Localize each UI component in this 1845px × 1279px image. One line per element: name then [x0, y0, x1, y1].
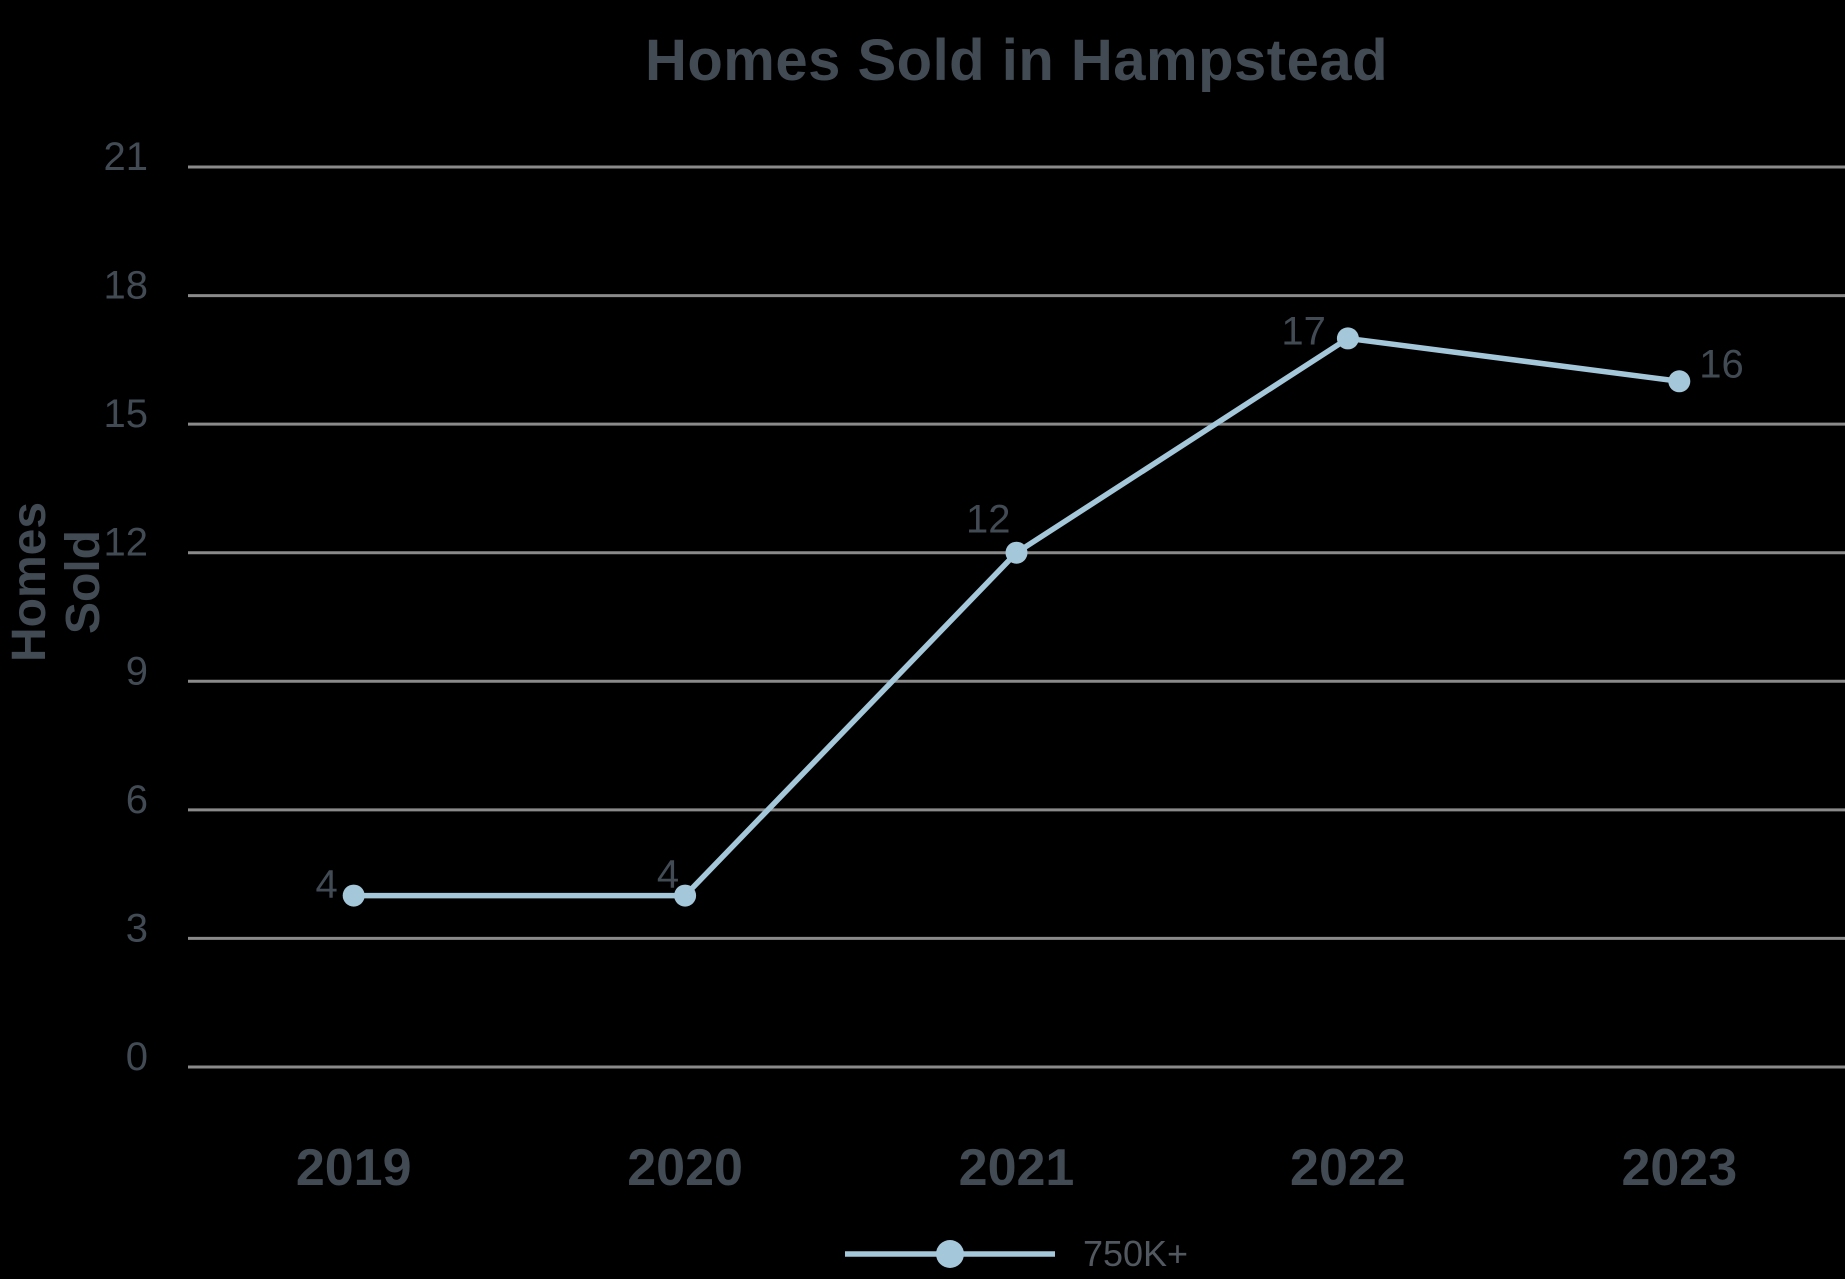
y-tick-label: 3: [126, 906, 148, 950]
data-point-label: 12: [966, 498, 1011, 542]
y-tick-label: 9: [126, 649, 148, 693]
chart-title: Homes Sold in Hampstead: [644, 28, 1389, 93]
y-tick-label: 21: [104, 135, 149, 179]
legend-line-marker-swatch: [844, 1240, 1055, 1268]
legend-label: 750K+: [1082, 1233, 1189, 1274]
data-point-marker: [1336, 327, 1359, 350]
y-tick-label: 6: [126, 778, 148, 822]
x-tick-label: 2023: [1621, 1139, 1737, 1197]
series-line: [350, 335, 1683, 899]
y-tick-label: 12: [104, 521, 149, 565]
legend: 750K+: [188, 1226, 1845, 1279]
y-tick-label: 18: [104, 264, 149, 308]
data-point-label: 4: [315, 863, 337, 907]
y-tick-label: 0: [126, 1035, 148, 1079]
data-point-label: 17: [1281, 309, 1326, 353]
x-tick-label: 2021: [959, 1139, 1075, 1197]
x-tick-label: 2020: [627, 1139, 743, 1197]
x-tick-label: 2019: [296, 1139, 412, 1197]
data-point-marker: [342, 884, 365, 907]
legend-dot-icon: [935, 1240, 964, 1268]
y-tick-label: 15: [104, 392, 149, 436]
data-point-marker: [1668, 370, 1691, 393]
data-point-marker: [674, 884, 697, 907]
x-tick-label: 2022: [1290, 1139, 1406, 1197]
data-point-label: 4: [657, 853, 679, 897]
data-point-label: 16: [1699, 342, 1744, 386]
data-point-marker: [1005, 541, 1028, 564]
